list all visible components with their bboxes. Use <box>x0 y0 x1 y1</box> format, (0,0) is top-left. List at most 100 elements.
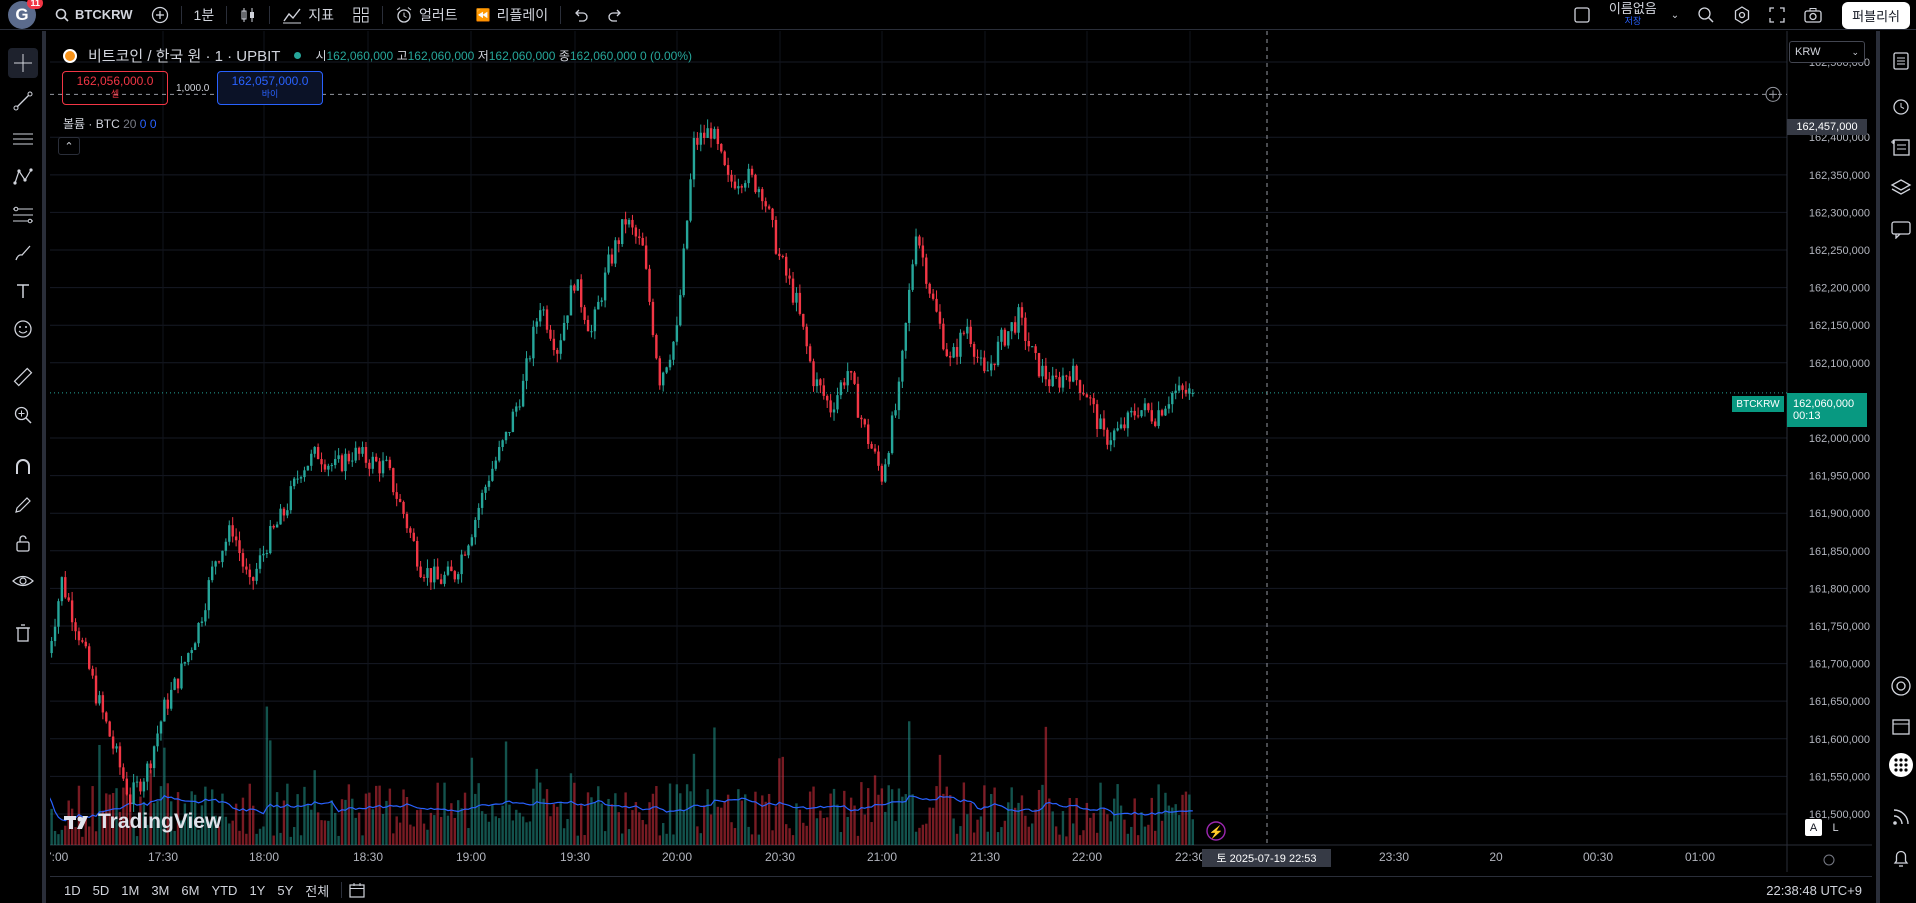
candle-body <box>211 566 214 581</box>
redo-button[interactable] <box>598 0 632 30</box>
trend-line-icon[interactable] <box>8 86 38 116</box>
templates-button[interactable] <box>343 0 379 30</box>
candle-body <box>1116 428 1119 431</box>
currency-select[interactable]: KRW ⌄ <box>1789 41 1865 63</box>
volume-bar <box>733 828 737 845</box>
feed-icon[interactable] <box>1886 802 1916 832</box>
volume-bar <box>644 824 648 845</box>
candle-body <box>70 600 74 623</box>
sell-button[interactable]: 162,056,000.0 셀 <box>62 71 168 105</box>
volume-bar <box>176 792 180 845</box>
lock-icon[interactable] <box>8 528 38 558</box>
fullscreen-button[interactable] <box>1760 0 1794 30</box>
chat-icon[interactable] <box>1886 214 1916 244</box>
watchlist-icon[interactable] <box>1886 46 1916 76</box>
volume-legend[interactable]: 볼륨 · BTC 20 0 0 <box>63 115 157 132</box>
range-1d[interactable]: 1D <box>64 882 81 898</box>
range-1y[interactable]: 1Y <box>249 882 266 898</box>
volume-bar <box>658 835 661 845</box>
auto-scale-button[interactable]: A <box>1805 819 1822 836</box>
zoom-in-icon[interactable] <box>8 400 38 430</box>
symbol-search-button[interactable]: BTCKRW <box>46 0 142 30</box>
trash-icon[interactable] <box>8 618 38 648</box>
tradingview-logo[interactable]: TradingView <box>64 810 221 834</box>
snapshot-button[interactable] <box>1794 0 1832 30</box>
range-all[interactable]: 전체 <box>305 883 330 899</box>
text-icon[interactable] <box>8 276 38 306</box>
settings-button[interactable] <box>1724 0 1760 30</box>
volume-bar <box>88 826 91 845</box>
redo-icon <box>608 9 622 22</box>
log-scale-button[interactable]: L <box>1832 821 1839 834</box>
candle-body <box>521 380 525 407</box>
layout-name-button[interactable]: 이름없음 저장 ⌄ <box>1600 0 1688 30</box>
candle-body <box>836 395 839 410</box>
range-ytd[interactable]: YTD <box>211 882 238 898</box>
chart-type-button[interactable] <box>230 0 266 30</box>
time-axis-label: 20:00 <box>662 850 692 864</box>
candle-body <box>187 653 190 663</box>
calendar-icon[interactable] <box>1886 711 1916 741</box>
range-5d[interactable]: 5D <box>92 882 110 898</box>
chart-pane[interactable]: ⚡ 162,500,000 162,400,000 162,350,000 162,3… <box>50 31 1872 872</box>
news-icon[interactable] <box>1886 132 1916 162</box>
candle-body <box>316 447 320 460</box>
candle-body <box>726 165 730 175</box>
brush-icon[interactable] <box>8 238 38 268</box>
replay-button[interactable]: ⏪ 리플레이 <box>467 0 557 30</box>
range-5y[interactable]: 5Y <box>277 882 294 898</box>
undo-button[interactable] <box>564 0 598 30</box>
buy-button[interactable]: 162,057,000.0 바이 <box>217 71 323 105</box>
range-1m[interactable]: 1M <box>121 882 140 898</box>
symbol-title[interactable]: 비트코인 / 한국 원 · 1 · UPBIT <box>88 48 281 65</box>
user-avatar[interactable]: G 11 <box>8 0 43 29</box>
time-axis-label: 19:00 <box>456 850 486 864</box>
eye-icon[interactable] <box>8 566 38 596</box>
apps-grid-icon[interactable] <box>1886 750 1916 780</box>
fib-icon[interactable] <box>8 200 38 230</box>
time-axis-label: 22:30 <box>1175 850 1205 864</box>
indicators-button[interactable]: 지표 <box>273 0 343 30</box>
magnet-icon[interactable] <box>8 452 38 482</box>
candle-body <box>501 440 504 448</box>
candle-body <box>931 293 935 299</box>
alarm-clock-icon[interactable] <box>1886 91 1916 121</box>
price-chart[interactable]: ⚡ 162,500,000162,400,000162,350,000162,3… <box>50 31 1872 872</box>
horizontal-lines-icon[interactable] <box>8 124 38 154</box>
volume-bar <box>1123 819 1126 845</box>
calendar-range-icon[interactable] <box>348 881 366 899</box>
volume-bar <box>576 835 579 845</box>
volume-bar <box>402 789 405 845</box>
candle-body <box>1003 329 1007 346</box>
volume-bar <box>1010 787 1013 845</box>
collapse-legend-button[interactable]: ⌃ <box>58 137 80 155</box>
volume-bar <box>908 721 911 845</box>
volume-bar <box>884 811 887 845</box>
layout-toggle-button[interactable] <box>1564 0 1600 30</box>
divider <box>269 5 271 24</box>
layers-icon[interactable] <box>1886 173 1916 203</box>
bell-icon[interactable] <box>1886 843 1916 873</box>
volume-bar <box>1147 824 1150 845</box>
candle-body <box>190 650 193 654</box>
candle-body <box>757 189 761 193</box>
clock-timezone[interactable]: 22:38:48 UTC+9 <box>1766 883 1862 898</box>
interval-button[interactable]: 1분 <box>193 6 215 23</box>
volume-bar <box>299 835 303 845</box>
crosshair-icon[interactable] <box>8 48 38 78</box>
emoji-icon[interactable] <box>8 314 38 344</box>
quick-search-button[interactable] <box>1688 0 1724 30</box>
publish-button[interactable]: 퍼블리쉬 <box>1842 1 1910 29</box>
pencil-lock-icon[interactable] <box>8 490 38 520</box>
alert-button[interactable]: 얼러트 <box>386 0 467 30</box>
plus-circle-icon <box>151 6 168 23</box>
compare-button[interactable] <box>142 0 178 30</box>
range-6m[interactable]: 6M <box>181 882 200 898</box>
ideas-icon[interactable] <box>1886 671 1916 701</box>
volume-bar <box>955 833 959 845</box>
range-3m[interactable]: 3M <box>151 882 170 898</box>
pattern-icon[interactable] <box>8 162 38 192</box>
candle-body <box>1126 412 1130 429</box>
ruler-icon[interactable] <box>8 362 38 392</box>
chevron-down-icon: ⌄ <box>1670 9 1680 21</box>
